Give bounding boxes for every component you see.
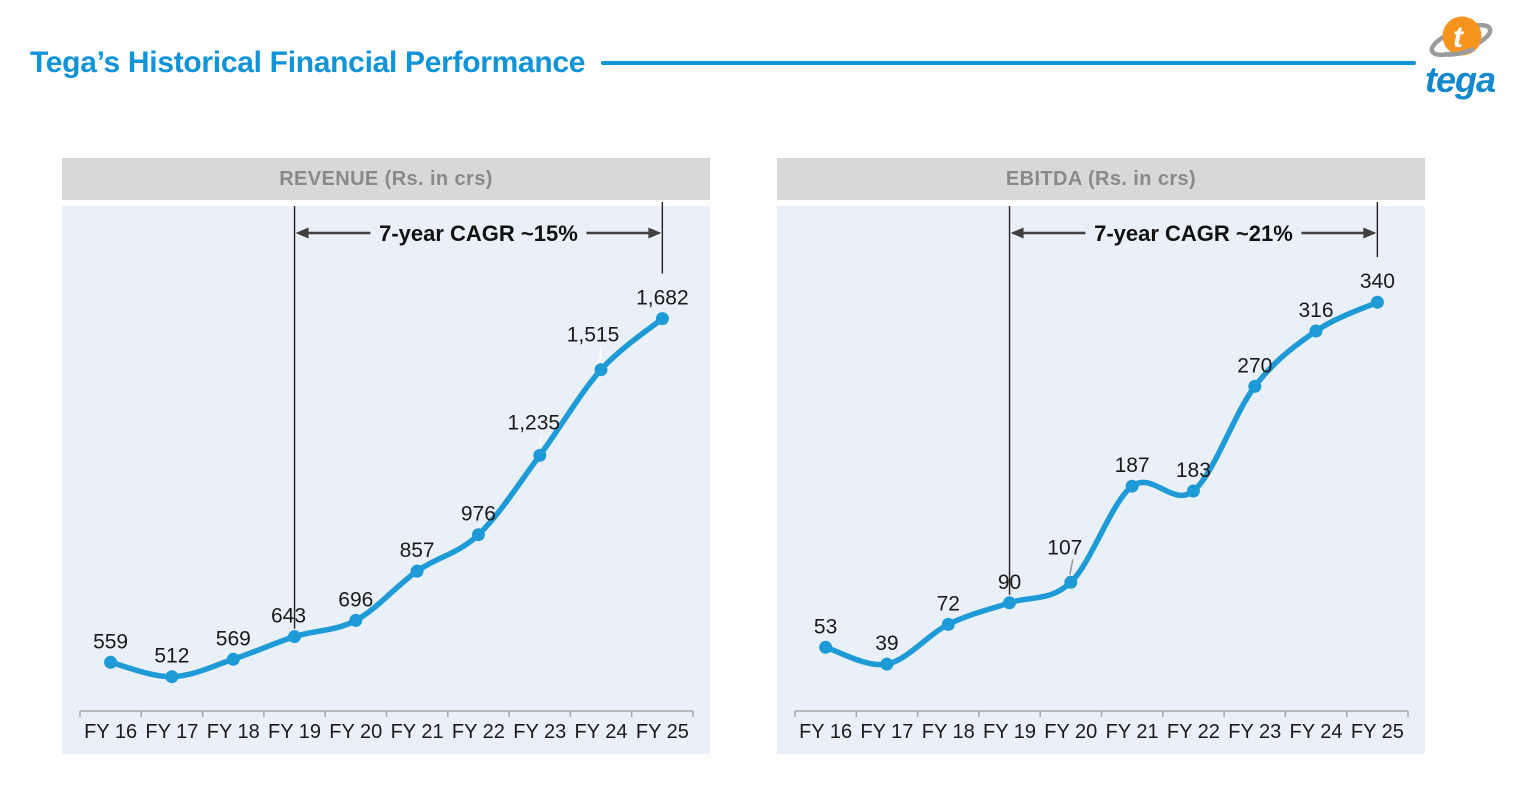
revenue-chart-area: 7-year CAGR ~15% FY 16 FY 17 FY 18 FY 19 FY 2… [62,202,710,754]
data-label-leader [537,434,543,448]
revenue-panel: REVENUE (Rs. in crs) 7-year CAGR ~15% FY … [62,158,710,754]
x-tick-label: FY 25 [636,721,689,743]
logo-sphere-icon [1442,16,1482,56]
data-point [104,655,118,669]
data-point [655,312,669,326]
x-tick-label: FY 16 [799,721,852,743]
data-point [1309,324,1323,338]
cagr-annotation: 7-year CAGR ~15% [379,221,578,246]
data-point [349,613,363,627]
logo-wordmark: tega [1425,59,1495,100]
revenue-panel-title: REVENUE (Rs. in crs) [62,158,710,200]
ebitda-line-chart: 7-year CAGR ~21% FY 16 FY 17 FY 18 FY 19 FY 2… [794,202,1409,743]
x-tick-label: FY 18 [207,721,260,743]
data-label: 183 [1176,459,1211,482]
data-point [1248,379,1262,393]
cagr-arrowhead-right-icon [1363,227,1377,239]
ebitda-chart-area: 7-year CAGR ~21% FY 16 FY 17 FY 18 FY 19 FY 2… [777,202,1425,754]
x-tick-label: FY 18 [922,721,975,743]
data-label: 270 [1237,354,1272,377]
page-title: Tega’s Historical Financial Performance [30,46,586,79]
data-label: 187 [1115,454,1150,477]
data-label: 1,515 [567,324,620,347]
x-axis [794,710,1409,717]
data-label: 53 [814,615,837,638]
data-label: 340 [1360,270,1395,293]
cagr-annotation: 7-year CAGR ~21% [1094,221,1293,246]
ebitda-panel: EBITDA (Rs. in crs) 7-year CAGR ~21% FY 1… [777,158,1425,754]
data-label: 976 [461,503,496,526]
header: Tega’s Historical Financial Performance [30,46,1416,80]
x-tick-label: FY 24 [575,721,628,743]
tega-logo: t tega [1408,2,1512,102]
x-tick-label: FY 21 [391,721,444,743]
data-point [1003,596,1016,610]
title-underline [601,61,1416,65]
cagr-arrowhead-right-icon [648,227,662,239]
x-tick-label: FY 17 [145,721,198,743]
data-point [533,448,547,462]
data-point [819,640,833,654]
logo-ring-front-icon [1443,46,1475,57]
data-label: 90 [998,571,1021,594]
cagr-arrowhead-left-icon [1010,227,1024,239]
data-label: 1,682 [636,287,689,310]
x-tick-label: FY 19 [983,721,1036,743]
data-point [1370,295,1384,309]
data-label-leader [599,346,602,362]
x-tick-label: FY 23 [513,721,566,743]
data-label: 696 [338,588,373,611]
data-label: 316 [1298,299,1333,322]
x-tick-label: FY 20 [329,721,382,743]
data-label: 1,235 [508,411,561,434]
data-label: 559 [93,630,128,653]
x-tick-label: FY 25 [1351,721,1404,743]
x-tick-label: FY 16 [84,721,137,743]
line-series [107,315,666,680]
x-tick-label: FY 21 [1106,721,1159,743]
data-label: 512 [154,645,189,668]
data-point [1186,484,1200,498]
data-label: 569 [216,627,251,650]
revenue-line-chart: 7-year CAGR ~15% FY 16 FY 17 FY 18 FY 19 FY 2… [79,202,694,743]
data-point [471,528,485,542]
data-point [1064,575,1078,589]
logo-letter: t [1453,21,1465,54]
data-label: 72 [937,592,960,615]
cagr-arrowhead-left-icon [295,227,309,239]
data-label: 39 [875,632,898,655]
data-point [226,652,240,666]
x-axis [79,710,694,717]
data-point [288,630,301,644]
data-point [165,670,179,684]
x-tick-label: FY 24 [1290,721,1343,743]
x-tick-label: FY 22 [452,721,505,743]
data-point [410,564,424,578]
data-point [1125,479,1139,493]
data-point [594,363,608,377]
ebitda-panel-title: EBITDA (Rs. in crs) [777,158,1425,200]
data-point [941,617,955,631]
x-tick-label: FY 19 [268,721,321,743]
x-tick-label: FY 20 [1044,721,1097,743]
line-series [822,299,1381,668]
data-label: 107 [1047,536,1082,559]
data-label: 643 [271,605,306,628]
x-tick-label: FY 17 [860,721,913,743]
data-label-leader [1069,559,1074,575]
data-point [880,657,894,671]
x-tick-label: FY 22 [1167,721,1220,743]
x-tick-label: FY 23 [1228,721,1281,743]
data-label: 857 [400,539,435,562]
tega-logo-icon: t tega [1425,16,1496,100]
